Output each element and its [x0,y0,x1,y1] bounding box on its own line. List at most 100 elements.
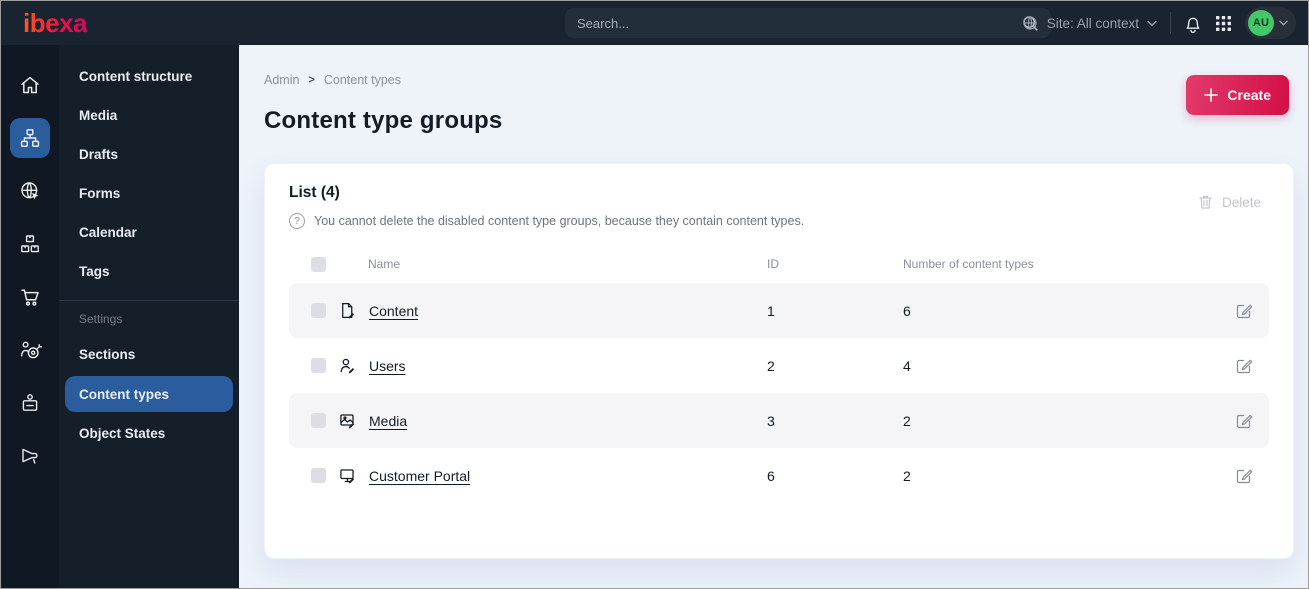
row-checkbox[interactable] [311,413,326,428]
megaphone-icon [18,444,42,468]
table-row: Media 3 2 [289,393,1269,448]
main-content: Admin > Content types Content type group… [239,45,1308,588]
settings-section-label: Settings [79,312,123,326]
grid-icon [1215,15,1232,32]
edit-button[interactable] [1225,357,1263,375]
breadcrumb-admin[interactable]: Admin [264,73,300,87]
table-row: Customer Portal 6 2 [289,448,1269,503]
row-checkbox[interactable] [311,468,326,483]
table-header: Name ID Number of content types [289,245,1269,283]
global-search[interactable] [565,8,1051,38]
rail-home-button[interactable] [10,65,50,105]
column-header-count: Number of content types [903,257,1034,271]
chevron-down-icon [1147,20,1157,27]
app-switcher-button[interactable] [1215,15,1232,32]
table-row: Content 1 6 [289,283,1269,338]
row-checkbox[interactable] [311,303,326,318]
group-count: 2 [903,467,911,484]
edit-icon [1235,412,1253,430]
content-type-groups-card: List (4) ? You cannot delete the disable… [264,163,1294,559]
edit-button[interactable] [1225,302,1263,320]
select-all-checkbox[interactable] [311,256,326,272]
user-icon [339,357,356,374]
rail-personalization-button[interactable] [10,330,50,370]
site-globe-icon [18,179,42,203]
group-id: 2 [767,357,775,374]
list-title: List (4) [289,184,340,201]
edit-icon [1235,357,1253,375]
monitor-icon [339,467,356,484]
group-count: 2 [903,412,911,429]
group-link[interactable]: Content [369,302,419,319]
rail-announcements-button[interactable] [10,436,50,476]
globe-icon [1022,15,1039,32]
content-type-groups-table: Name ID Number of content types [289,245,1269,503]
product-catalog-icon [18,232,42,256]
sidebar-item-content-structure[interactable]: Content structure [79,69,193,84]
list-info-text: You cannot delete the disabled content t… [314,214,805,228]
sidebar-item-forms[interactable]: Forms [79,186,121,201]
group-count: 6 [903,302,911,319]
bell-icon [1184,14,1202,33]
rail-content-button[interactable] [10,118,50,158]
rail-commerce-button[interactable] [10,277,50,317]
row-checkbox[interactable] [311,358,326,373]
site-context-label: Site: All context [1046,15,1139,31]
help-icon: ? [289,213,305,229]
sidebar-item-sections[interactable]: Sections [79,347,136,362]
sidebar-item-media[interactable]: Media [79,108,118,123]
delete-button-label: Delete [1221,194,1261,210]
sidebar-item-object-states[interactable]: Object States [79,426,166,441]
sidebar-item-tags[interactable]: Tags [79,264,110,279]
image-icon [339,412,356,429]
page-title: Content type groups [264,107,503,134]
search-input[interactable] [577,15,1022,31]
group-id: 3 [767,412,775,429]
edit-button[interactable] [1225,467,1263,485]
notifications-button[interactable] [1184,14,1202,33]
menu-divider [59,300,239,301]
group-link[interactable]: Media [369,412,408,429]
delete-button[interactable]: Delete [1198,194,1261,210]
group-count: 4 [903,357,911,374]
chevron-down-icon [1279,20,1288,26]
cart-icon [18,285,42,309]
sidebar-item-drafts[interactable]: Drafts [79,147,119,162]
rail-admin-button[interactable] [10,383,50,423]
topbar: ibexa Site: All context [1,1,1308,45]
personalization-target-icon [18,338,42,362]
avatar[interactable]: AU [1248,10,1274,36]
rail-products-button[interactable] [10,224,50,264]
group-id: 1 [767,302,775,319]
user-menu[interactable]: AU [1245,7,1296,39]
column-header-name: Name [368,257,401,271]
topbar-divider [1170,12,1171,34]
icon-rail [1,45,59,588]
trash-icon [1198,194,1213,210]
group-link[interactable]: Customer Portal [369,467,471,484]
list-info: ? You cannot delete the disabled content… [289,213,804,229]
breadcrumb: Admin > Content types [264,73,502,87]
content-structure-icon [18,126,42,150]
topbar-actions: Site: All context [1022,1,1296,45]
ibexa-logo[interactable]: ibexa [23,7,88,38]
rail-site-button[interactable] [10,171,50,211]
sidebar-menu: Content structure Media Drafts Forms Cal… [59,45,239,588]
edit-icon [1235,467,1253,485]
sidebar-item-calendar[interactable]: Calendar [79,225,137,240]
file-icon [339,302,356,319]
create-button-label: Create [1227,87,1271,103]
sidebar-item-content-types[interactable]: Content types [65,376,233,412]
app-shell: Content structure Media Drafts Forms Cal… [1,45,1308,588]
breadcrumb-content-types: Content types [323,73,402,87]
table-row: Users 2 4 [289,338,1269,393]
create-button[interactable]: Create [1186,75,1289,115]
edit-button[interactable] [1225,412,1263,430]
group-link[interactable]: Users [369,357,406,374]
home-icon [18,73,42,97]
group-id: 6 [767,467,775,484]
breadcrumb-separator: > [308,74,315,86]
column-header-id: ID [767,257,779,271]
site-context-selector[interactable]: Site: All context [1022,15,1157,32]
